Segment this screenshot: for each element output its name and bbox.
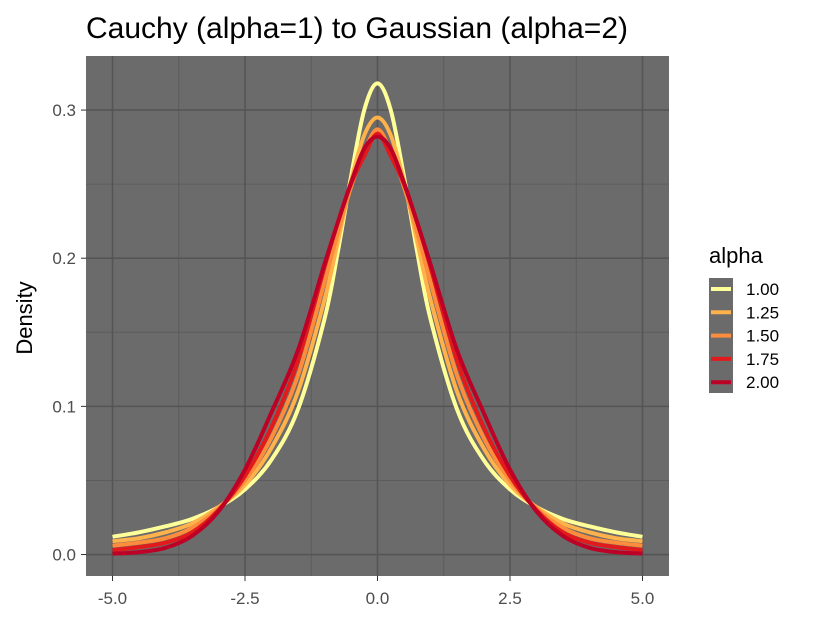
legend: alpha 1.00 1.25 1.50 1.75 2.00 (709, 243, 779, 393)
series-lines (112, 81, 643, 556)
legend-label: 1.50 (746, 327, 779, 346)
legend-label: 2.00 (746, 373, 779, 392)
y-axis-ticks: 0.0 0.1 0.2 0.3 (52, 101, 86, 565)
legend-title: alpha (709, 243, 764, 268)
legend-label: 1.00 (746, 280, 779, 299)
x-tick-label: 2.5 (498, 589, 522, 608)
chart-title: Cauchy (alpha=1) to Gaussian (alpha=2) (86, 12, 628, 45)
x-tick-label: -5.0 (98, 589, 127, 608)
y-tick-label: 0.0 (52, 546, 76, 565)
x-tick-label: 5.0 (631, 589, 655, 608)
y-tick-label: 0.2 (52, 249, 76, 268)
y-tick-label: 0.1 (52, 397, 76, 416)
x-axis-ticks: -5.0 -2.5 0.0 2.5 5.0 (98, 576, 654, 608)
legend-label: 1.75 (746, 350, 779, 369)
x-tick-label: -2.5 (230, 589, 259, 608)
y-axis-label: Density (12, 281, 37, 354)
series-line-alpha-2.00 (112, 134, 643, 556)
legend-label: 1.25 (746, 303, 779, 322)
y-tick-label: 0.3 (52, 101, 76, 120)
x-tick-label: 0.0 (366, 589, 390, 608)
